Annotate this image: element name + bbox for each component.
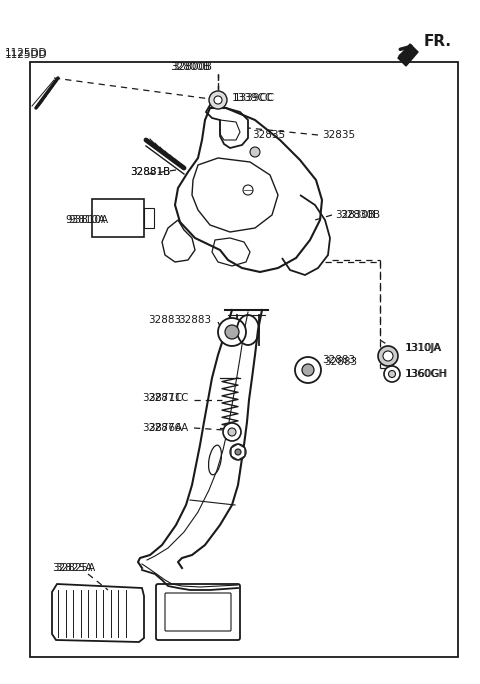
- Text: 32883: 32883: [322, 355, 355, 365]
- Polygon shape: [398, 44, 418, 66]
- Text: 32881B: 32881B: [130, 167, 170, 177]
- Text: 32883: 32883: [148, 315, 181, 325]
- Text: 32835: 32835: [322, 130, 355, 140]
- Circle shape: [209, 91, 227, 109]
- Circle shape: [225, 325, 239, 339]
- Circle shape: [235, 449, 241, 455]
- Text: 32883: 32883: [324, 357, 357, 367]
- Circle shape: [378, 346, 398, 366]
- Text: 32825A: 32825A: [55, 563, 95, 573]
- Text: 1339CC: 1339CC: [232, 93, 273, 103]
- Text: 32800B: 32800B: [170, 62, 210, 72]
- Bar: [92, 199, 144, 237]
- Text: 32876A: 32876A: [142, 423, 182, 433]
- Text: 32835: 32835: [252, 130, 285, 140]
- Text: 32830B: 32830B: [335, 210, 375, 220]
- Circle shape: [230, 444, 246, 460]
- Text: FR.: FR.: [424, 34, 452, 49]
- Circle shape: [250, 147, 260, 157]
- Text: 32871C: 32871C: [142, 393, 182, 403]
- Text: 93810A: 93810A: [68, 215, 108, 225]
- Circle shape: [214, 96, 222, 104]
- Text: 1360GH: 1360GH: [406, 369, 448, 379]
- Circle shape: [388, 371, 396, 378]
- Circle shape: [384, 366, 400, 382]
- Circle shape: [383, 351, 393, 361]
- Text: 1125DD: 1125DD: [5, 48, 48, 58]
- Text: 32883: 32883: [178, 315, 211, 325]
- Text: 1360GH: 1360GH: [405, 369, 447, 379]
- Circle shape: [223, 423, 241, 441]
- Text: 32881B: 32881B: [130, 167, 170, 177]
- Text: 32830B: 32830B: [340, 210, 380, 220]
- Text: 1310JA: 1310JA: [405, 343, 442, 353]
- Circle shape: [243, 185, 253, 195]
- Circle shape: [228, 428, 236, 436]
- Text: 32871C: 32871C: [148, 393, 189, 403]
- Bar: [30, 62, 458, 657]
- Circle shape: [295, 357, 321, 383]
- FancyBboxPatch shape: [165, 593, 231, 631]
- Text: 93810A: 93810A: [65, 215, 105, 225]
- Text: 1125DD: 1125DD: [5, 50, 48, 60]
- Text: 1310JA: 1310JA: [406, 343, 443, 353]
- Bar: [144, 208, 154, 228]
- Circle shape: [302, 364, 314, 376]
- Text: 32800B: 32800B: [172, 62, 212, 72]
- Text: 32825A: 32825A: [52, 563, 92, 573]
- FancyBboxPatch shape: [156, 584, 240, 640]
- Circle shape: [218, 318, 246, 346]
- Text: 1339CC: 1339CC: [234, 93, 275, 103]
- Text: 32876A: 32876A: [148, 423, 188, 433]
